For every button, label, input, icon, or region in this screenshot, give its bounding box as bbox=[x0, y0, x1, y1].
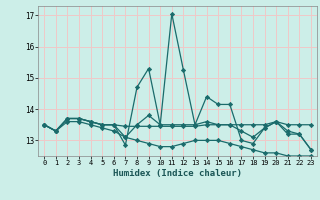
X-axis label: Humidex (Indice chaleur): Humidex (Indice chaleur) bbox=[113, 169, 242, 178]
